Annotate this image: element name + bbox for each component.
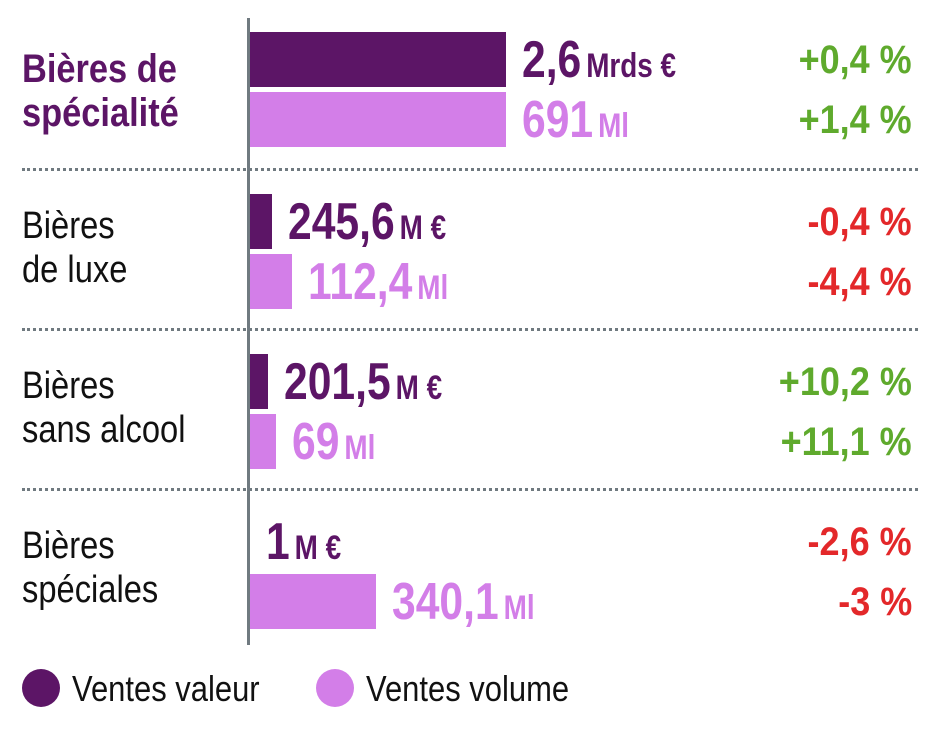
value-unit: M € xyxy=(395,369,443,407)
volume-data-label: 691 Ml xyxy=(522,94,629,146)
volume-data-label: 69 Ml xyxy=(292,416,375,468)
volume-bar xyxy=(250,254,292,309)
value-bar xyxy=(250,354,269,409)
value-bar xyxy=(250,32,506,87)
category-label: Bières xyxy=(22,205,115,247)
category-label: Bières xyxy=(22,525,115,567)
volume-number: 69 xyxy=(291,413,339,471)
volume-data-label: 112,4 Ml xyxy=(308,256,448,308)
volume-number: 112,4 xyxy=(307,253,412,311)
volume-change: +11,1 % xyxy=(780,420,912,464)
legend-value-marker xyxy=(22,669,60,707)
value-unit: Mrds € xyxy=(586,47,677,85)
category-label: spécialité xyxy=(22,91,179,135)
group-separator xyxy=(22,328,918,331)
value-number: 245,6 xyxy=(288,193,395,251)
volume-unit: Ml xyxy=(343,429,375,467)
volume-bar xyxy=(250,414,276,469)
category-label: sans alcool xyxy=(22,409,186,451)
volume-number: 691 xyxy=(521,91,593,149)
value-number: 1 xyxy=(266,513,290,571)
group-separator xyxy=(22,168,918,171)
value-axis xyxy=(247,18,250,645)
category-label: spéciales xyxy=(22,569,159,611)
value-change: -2,6 % xyxy=(807,520,912,564)
category-label: Bières de xyxy=(22,47,177,91)
group-separator xyxy=(22,488,918,491)
value-data-label: 245,6 M € xyxy=(288,196,446,248)
volume-number: 340,1 xyxy=(391,573,499,631)
value-bar xyxy=(250,194,273,249)
volume-change: -3 % xyxy=(837,580,912,624)
category-label: de luxe xyxy=(22,249,128,291)
volume-unit: Ml xyxy=(503,589,535,627)
volume-data-label: 340,1 Ml xyxy=(392,576,535,628)
value-data-label: 2,6 Mrds € xyxy=(522,34,676,86)
value-change: +0,4 % xyxy=(798,38,912,82)
legend-volume-label: Ventes volume xyxy=(366,668,570,709)
value-data-label: 201,5 M € xyxy=(284,356,442,408)
value-change: +10,2 % xyxy=(778,360,912,404)
value-change: -0,4 % xyxy=(807,200,912,244)
value-number: 201,5 xyxy=(284,353,391,411)
volume-bar xyxy=(250,574,376,629)
value-unit: M € xyxy=(294,529,342,567)
value-unit: M € xyxy=(399,209,447,247)
value-number: 2,6 xyxy=(522,31,582,89)
volume-unit: Ml xyxy=(416,269,448,307)
volume-change: +1,4 % xyxy=(798,98,912,142)
legend-value-label: Ventes valeur xyxy=(72,668,260,709)
legend-volume-marker xyxy=(316,669,354,707)
category-label: Bières xyxy=(22,365,115,407)
volume-change: -4,4 % xyxy=(807,260,912,304)
volume-unit: Ml xyxy=(597,107,629,145)
volume-bar xyxy=(250,92,506,147)
